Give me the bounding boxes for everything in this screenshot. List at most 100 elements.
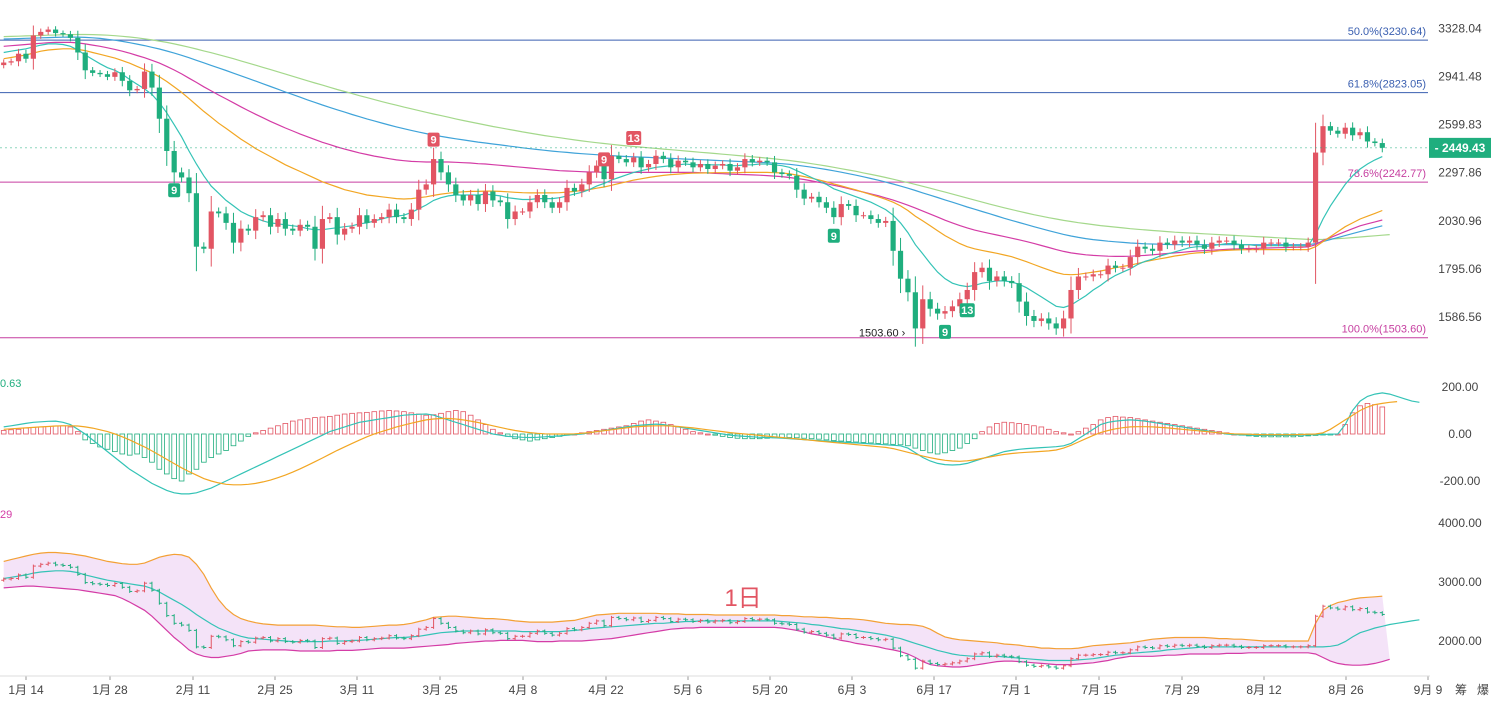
ohlc-bar <box>327 636 333 641</box>
candle-body <box>156 87 162 119</box>
ohlc-bar <box>1379 611 1385 616</box>
candle <box>230 212 237 254</box>
ohlc-bar <box>927 659 933 665</box>
macd-bar <box>653 420 659 435</box>
candle-body <box>868 215 874 220</box>
candle-body <box>490 191 496 201</box>
candle-body <box>979 267 985 273</box>
candle-body <box>549 202 555 208</box>
td-marker-2 <box>598 152 611 167</box>
ohlc-bar <box>438 617 444 625</box>
macd-bar <box>1016 423 1022 435</box>
ohlc-bar <box>67 564 73 569</box>
right-toolbar-button-1[interactable]: 爆 <box>1477 683 1489 697</box>
ohlc-bar <box>1038 664 1044 668</box>
candle <box>1342 122 1348 139</box>
candle <box>416 179 422 221</box>
ohlc-bar <box>1061 664 1067 670</box>
candle <box>653 150 659 170</box>
candle <box>75 30 81 61</box>
td-marker-label-5: 9 <box>942 327 948 339</box>
macd-bar <box>112 433 118 453</box>
ohlc-bar <box>794 623 800 631</box>
candle <box>556 197 563 214</box>
ohlc-bar <box>1024 660 1030 667</box>
candle <box>742 153 748 174</box>
candle-body <box>779 172 785 175</box>
candle-body <box>1038 318 1044 321</box>
ohlc-bar <box>1 577 7 582</box>
candle-body <box>475 195 481 205</box>
candle-body <box>1023 301 1030 317</box>
candle-body <box>972 272 978 290</box>
ohlc-bar <box>8 576 14 581</box>
macd-bar <box>942 433 948 454</box>
candle-body <box>771 162 778 173</box>
candle <box>342 223 348 241</box>
td-marker-label-0: 9 <box>171 185 177 197</box>
candle-body <box>1224 240 1230 242</box>
candle-body <box>1231 240 1237 245</box>
candle <box>727 158 733 177</box>
ohlc-bar <box>468 629 474 635</box>
ohlc-bar <box>512 634 518 641</box>
main-y-tick-2: 2599.83 <box>1438 118 1482 132</box>
macd-bar <box>215 433 222 455</box>
macd-bar <box>460 411 467 435</box>
candle <box>816 191 822 208</box>
candle-body <box>1001 276 1007 281</box>
candle-body <box>379 217 385 220</box>
macd-bar <box>467 414 474 435</box>
candle <box>1060 310 1067 337</box>
candle-body <box>127 80 133 91</box>
x-axis-tick-13: 7月 15 <box>1081 683 1117 697</box>
ohlc-bar <box>1098 653 1104 657</box>
boll-lower-line <box>3 585 1390 668</box>
candle-body <box>697 163 704 168</box>
candle <box>868 210 874 224</box>
macd-bar <box>238 433 244 442</box>
candle <box>1186 236 1193 248</box>
ohlc-bar <box>127 585 133 593</box>
candle <box>927 291 933 317</box>
candle-body <box>890 220 896 251</box>
ohlc-bar <box>653 615 659 622</box>
candle-body <box>386 209 392 218</box>
candle-body <box>1172 240 1178 245</box>
macd-bar <box>334 414 341 435</box>
candle-body <box>468 195 474 201</box>
candle-body <box>1120 267 1126 269</box>
candle-body <box>1083 276 1089 278</box>
candle <box>1164 238 1170 250</box>
candle <box>690 157 696 173</box>
macd-bar <box>690 431 696 435</box>
candle-body <box>141 71 148 89</box>
candle-body <box>297 224 303 231</box>
macd-bar <box>8 429 14 435</box>
macd-bar <box>705 433 711 436</box>
macd-bar <box>697 432 704 435</box>
candle <box>853 199 859 223</box>
candle <box>1075 267 1082 300</box>
ohlc-bar <box>423 625 429 631</box>
ohlc-bar <box>705 618 711 624</box>
ohlc-bar <box>683 617 689 622</box>
right-toolbar-button-0[interactable]: 筹 <box>1455 683 1467 697</box>
macd-bar <box>149 433 155 463</box>
ohlc-bar <box>45 561 51 566</box>
ohlc-bar <box>334 636 340 645</box>
macd-bar <box>75 431 81 435</box>
candle <box>1209 236 1215 255</box>
ohlc-bar <box>853 633 859 639</box>
candle <box>505 193 511 229</box>
ohlc-bar <box>1320 604 1326 618</box>
macd-bar <box>126 433 133 456</box>
candle-body <box>112 72 118 77</box>
candle <box>1290 243 1296 251</box>
macd-bar <box>875 433 882 444</box>
macd-bar <box>1379 406 1386 435</box>
candle <box>208 195 214 267</box>
ohlc-bar <box>697 618 703 624</box>
candle <box>875 214 881 228</box>
